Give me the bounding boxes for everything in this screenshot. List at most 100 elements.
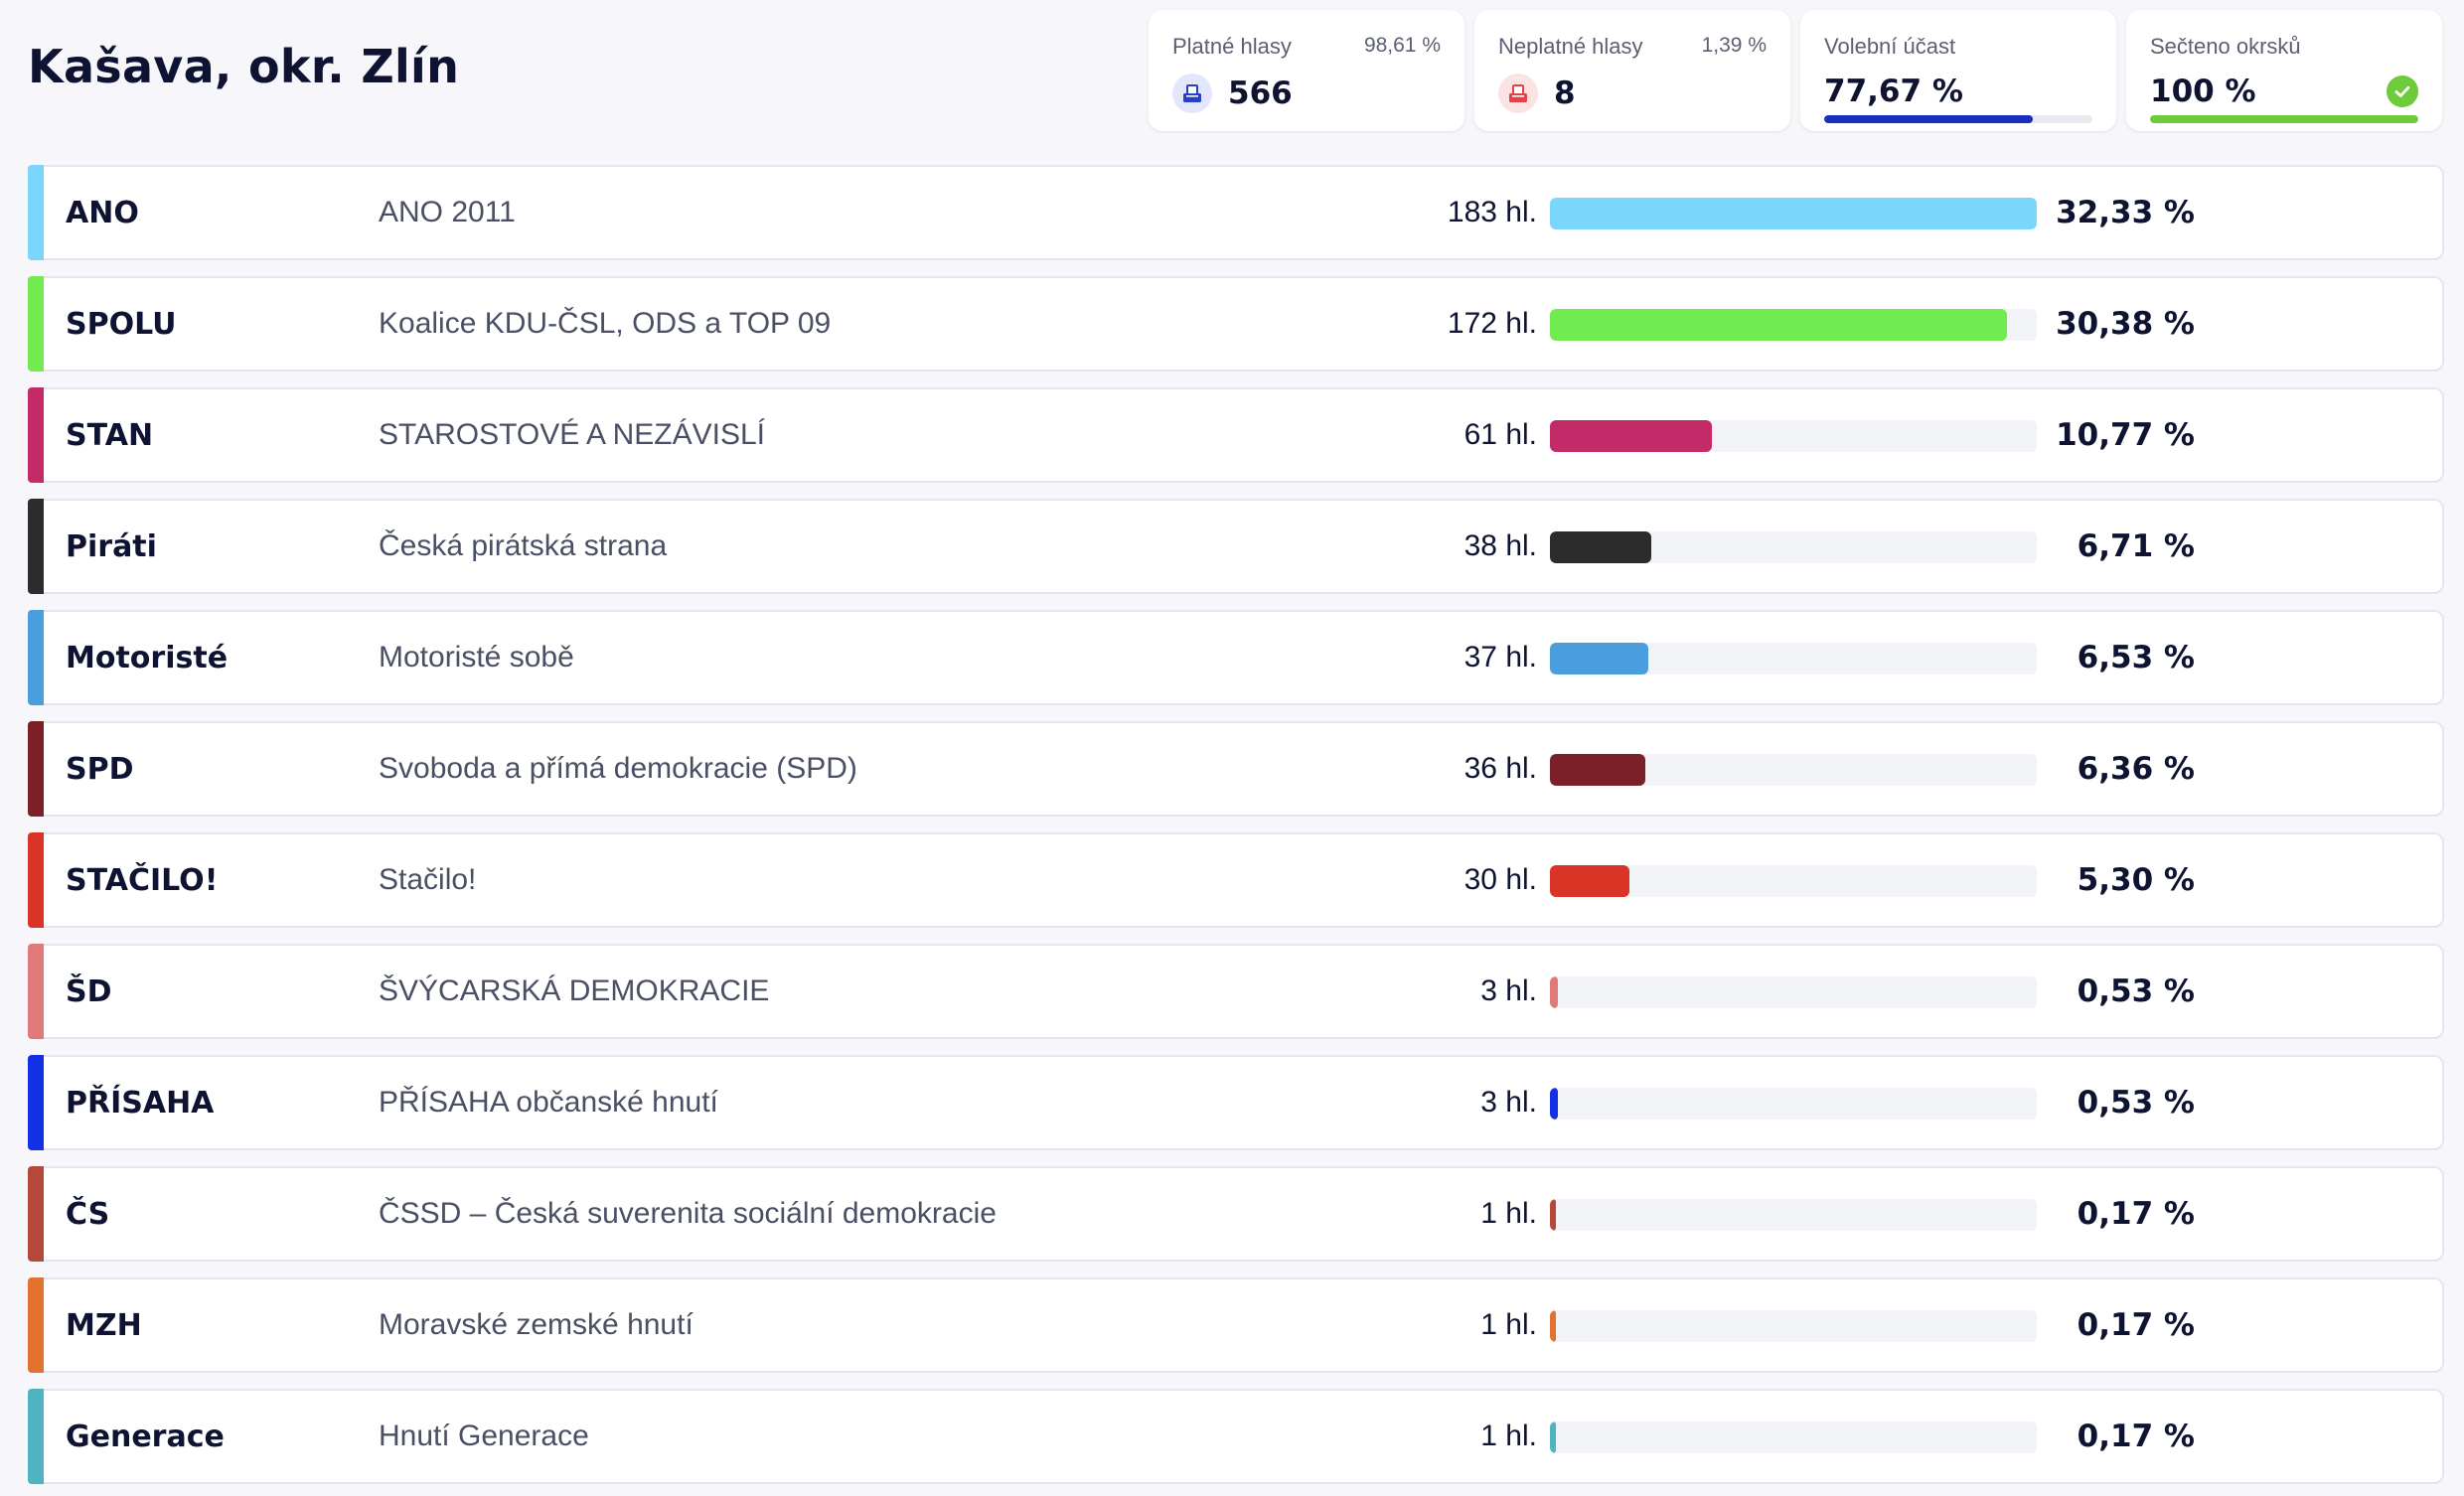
party-abbreviation: STAČILO!: [66, 862, 219, 898]
party-share-bar-fill: [1550, 198, 2037, 229]
valid-votes-value: 566: [1228, 75, 1293, 111]
party-row[interactable]: Motoristé Motoristé sobě 37 hl. 6,53 %: [28, 610, 2444, 705]
party-row[interactable]: ČS ČSSD – Česká suverenita sociální demok…: [28, 1166, 2444, 1262]
party-color-stripe: [28, 1277, 44, 1373]
party-color-stripe: [28, 721, 44, 817]
counted-districts-meter-fill: [2150, 115, 2418, 123]
turnout-label: Volební účast: [1824, 34, 1956, 59]
party-full-name: Hnutí Generace: [379, 1420, 589, 1452]
party-color-stripe: [28, 1166, 44, 1262]
party-share-bar-fill: [1550, 531, 1651, 563]
valid-votes-label: Platné hlasy: [1172, 34, 1292, 59]
party-share: 6,53 %: [2077, 640, 2195, 675]
party-share-bar-fill: [1550, 1310, 1556, 1342]
party-votes: 3 hl.: [1480, 1086, 1537, 1119]
party-abbreviation: STAN: [66, 417, 154, 453]
party-row[interactable]: SPOLU Koalice KDU-ČSL, ODS a TOP 09 172 hl…: [28, 276, 2444, 372]
party-row[interactable]: STAČILO! Stačilo! 30 hl. 5,30 %: [28, 832, 2444, 928]
party-full-name: Moravské zemské hnutí: [379, 1308, 693, 1341]
party-share-bar: [1550, 198, 2037, 229]
party-abbreviation: Motoristé: [66, 640, 229, 675]
party-color-stripe: [28, 832, 44, 928]
party-share-bar: [1550, 309, 2037, 341]
party-votes: 183 hl.: [1447, 196, 1537, 228]
counted-districts-value: 100 %: [2150, 74, 2256, 109]
party-share-bar: [1550, 1310, 2037, 1342]
party-color-stripe: [28, 1055, 44, 1150]
counted-districts-label: Sečteno okrsků: [2150, 34, 2301, 59]
party-share: 6,36 %: [2077, 751, 2195, 787]
party-share-bar-fill: [1550, 643, 1649, 674]
party-row[interactable]: ŠD ŠVÝCARSKÁ DEMOKRACIE 3 hl. 0,53 %: [28, 944, 2444, 1039]
party-row[interactable]: SPD Svoboda a přímá demokracie (SPD) 36 hl…: [28, 721, 2444, 817]
party-full-name: ČSSD – Česká suverenita sociální demokra…: [379, 1197, 997, 1230]
party-row[interactable]: Generace Hnutí Generace 1 hl. 0,17 %: [28, 1389, 2444, 1484]
party-full-name: Stačilo!: [379, 863, 477, 896]
invalid-votes-value: 8: [1554, 75, 1576, 111]
party-color-stripe: [28, 165, 44, 260]
party-share-bar-fill: [1550, 754, 1646, 786]
party-full-name: Svoboda a přímá demokracie (SPD): [379, 752, 857, 785]
party-share-bar: [1550, 865, 2037, 897]
party-row[interactable]: Piráti Česká pirátská strana 38 hl. 6,71 %: [28, 499, 2444, 594]
page-title: Kašava, okr. Zlín: [28, 40, 460, 93]
party-full-name: ŠVÝCARSKÁ DEMOKRACIE: [379, 974, 770, 1007]
party-votes: 172 hl.: [1447, 307, 1537, 340]
party-votes: 3 hl.: [1480, 974, 1537, 1007]
party-votes: 37 hl.: [1463, 641, 1537, 673]
party-share-bar: [1550, 420, 2037, 452]
party-share: 0,17 %: [2077, 1307, 2195, 1343]
invalid-votes-percent: 1,39 %: [1701, 34, 1767, 57]
invalid-votes-label: Neplatné hlasy: [1498, 34, 1643, 59]
party-votes: 1 hl.: [1480, 1197, 1537, 1230]
party-share-bar: [1550, 1088, 2037, 1120]
turnout-card: Volební účast 77,67 %: [1800, 10, 2116, 131]
party-abbreviation: PŘÍSAHA: [66, 1085, 215, 1121]
turnout-value: 77,67 %: [1824, 74, 1963, 109]
valid-votes-percent: 98,61 %: [1363, 34, 1441, 57]
party-share: 10,77 %: [2056, 417, 2195, 453]
party-share-bar-fill: [1550, 1421, 1556, 1453]
party-share: 0,53 %: [2077, 1085, 2195, 1121]
party-share: 30,38 %: [2056, 306, 2195, 342]
party-share-bar: [1550, 1199, 2037, 1231]
party-row[interactable]: STAN STAROSTOVÉ A NEZÁVISLÍ 61 hl. 10,77 %: [28, 387, 2444, 483]
party-abbreviation: SPOLU: [66, 306, 177, 342]
party-row[interactable]: MZH Moravské zemské hnutí 1 hl. 0,17 %: [28, 1277, 2444, 1373]
party-row[interactable]: ANO ANO 2011 183 hl. 32,33 %: [28, 165, 2444, 260]
turnout-meter-fill: [1824, 115, 2033, 123]
party-abbreviation: Piráti: [66, 528, 157, 564]
party-votes: 1 hl.: [1480, 1420, 1537, 1452]
party-votes: 30 hl.: [1463, 863, 1537, 896]
party-color-stripe: [28, 499, 44, 594]
party-share-bar: [1550, 643, 2037, 674]
party-color-stripe: [28, 944, 44, 1039]
turnout-meter: [1824, 115, 2092, 123]
party-share-bar: [1550, 1421, 2037, 1453]
party-share-bar-fill: [1550, 309, 2008, 341]
party-share: 0,17 %: [2077, 1196, 2195, 1232]
party-share: 0,17 %: [2077, 1419, 2195, 1454]
results-list: ANO ANO 2011 183 hl. 32,33 % SPOLU Koalice KD…: [28, 165, 2444, 1496]
party-votes: 61 hl.: [1463, 418, 1537, 451]
party-votes: 1 hl.: [1480, 1308, 1537, 1341]
party-share-bar-fill: [1550, 865, 1630, 897]
party-share-bar: [1550, 976, 2037, 1008]
party-color-stripe: [28, 1389, 44, 1484]
party-abbreviation: ŠD: [66, 973, 112, 1009]
party-votes: 38 hl.: [1463, 529, 1537, 562]
party-full-name: STAROSTOVÉ A NEZÁVISLÍ: [379, 418, 766, 451]
party-abbreviation: ANO: [66, 195, 139, 230]
party-abbreviation: ČS: [66, 1196, 110, 1232]
counted-districts-meter: [2150, 115, 2418, 123]
party-row[interactable]: PŘÍSAHA PŘÍSAHA občanské hnutí 3 hl. 0,53 %: [28, 1055, 2444, 1150]
party-share-bar: [1550, 531, 2037, 563]
party-full-name: Česká pirátská strana: [379, 529, 668, 562]
party-share-bar: [1550, 754, 2037, 786]
party-abbreviation: SPD: [66, 751, 134, 787]
party-share: 5,30 %: [2077, 862, 2195, 898]
ballot-box-icon: [1498, 74, 1538, 113]
counted-districts-card: Sečteno okrsků 100 %: [2126, 10, 2442, 131]
party-full-name: PŘÍSAHA občanské hnutí: [379, 1086, 718, 1119]
party-share: 0,53 %: [2077, 973, 2195, 1009]
